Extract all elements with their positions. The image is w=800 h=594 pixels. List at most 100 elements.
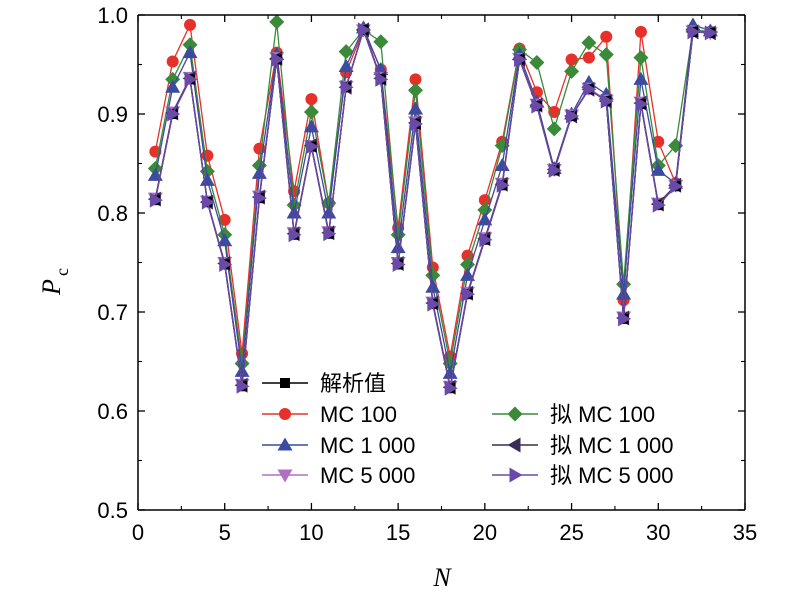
y-axis-title-subscript: c xyxy=(52,268,72,276)
data-point xyxy=(565,53,578,66)
data-point xyxy=(407,101,423,115)
data-point xyxy=(566,108,580,124)
data-point xyxy=(427,296,441,312)
data-point xyxy=(234,363,250,377)
data-point xyxy=(442,365,458,379)
data-point xyxy=(564,63,580,79)
data-point xyxy=(182,45,198,59)
data-point xyxy=(373,61,389,75)
data-point xyxy=(670,178,684,194)
data-point xyxy=(529,55,545,71)
data-point xyxy=(634,25,647,38)
legend-item: 拟 MC 1 000 xyxy=(492,433,674,458)
data-point xyxy=(616,286,632,300)
data-point xyxy=(303,119,319,133)
data-point xyxy=(390,240,406,254)
legend-label: MC 5 000 xyxy=(320,463,415,488)
x-tick-label: 5 xyxy=(219,520,231,545)
data-point xyxy=(149,192,163,208)
legend-label: 拟 MC 100 xyxy=(550,402,655,427)
data-point xyxy=(373,34,389,50)
data-point xyxy=(496,177,510,193)
y-tick-label: 0.6 xyxy=(97,399,128,424)
data-point xyxy=(217,233,233,247)
data-point xyxy=(514,52,528,68)
data-point xyxy=(531,98,545,114)
data-point xyxy=(548,162,562,178)
data-point xyxy=(444,380,458,396)
data-point xyxy=(165,79,181,93)
legend-label: MC 100 xyxy=(320,402,397,427)
legend-marker xyxy=(280,378,290,388)
x-tick-label: 0 xyxy=(132,520,144,545)
axes: 0 5 10 15 20 25 30 35 0.5 0.6 0.7 0.8 0.9 1.0 xyxy=(97,3,757,545)
data-point xyxy=(618,311,632,327)
data-point xyxy=(598,47,614,63)
data-point xyxy=(167,106,181,122)
y-tick-label: 0.8 xyxy=(97,201,128,226)
legend: 解析值 MC 100 MC 1 000 MC 5 000 拟 MC 100 拟 MC 1 … xyxy=(262,371,674,488)
data-point xyxy=(494,157,510,171)
data-point xyxy=(652,197,666,213)
data-point xyxy=(269,14,285,30)
legend-label: MC 1 000 xyxy=(320,433,415,458)
data-point xyxy=(338,58,354,72)
data-point xyxy=(184,71,198,87)
data-point xyxy=(305,93,318,106)
data-point xyxy=(581,35,597,51)
data-point xyxy=(407,82,423,98)
x-tick-label: 15 xyxy=(386,520,410,545)
data-point xyxy=(633,71,649,85)
data-point xyxy=(425,279,441,293)
y-tick-label: 1.0 xyxy=(97,3,128,28)
data-point xyxy=(236,378,250,394)
legend-item: 拟 MC 5 000 xyxy=(492,463,674,488)
x-tick-label: 35 xyxy=(733,520,757,545)
data-point xyxy=(635,96,649,112)
data-point xyxy=(201,194,215,210)
legend-item: MC 5 000 xyxy=(262,463,415,488)
y-tick-label: 0.5 xyxy=(97,498,128,523)
data-point xyxy=(184,18,197,31)
data-point xyxy=(650,162,666,176)
data-point xyxy=(462,286,476,302)
legend-item: 拟 MC 100 xyxy=(492,402,655,427)
legend-marker xyxy=(509,467,523,483)
series-6 xyxy=(149,22,718,396)
data-point xyxy=(687,24,701,40)
legend-label: 拟 MC 1 000 xyxy=(550,433,674,458)
x-tick-label: 10 xyxy=(299,520,323,545)
x-tick-label: 20 xyxy=(473,520,497,545)
data-point xyxy=(460,256,476,272)
data-point xyxy=(253,190,267,206)
data-point xyxy=(583,81,597,97)
data-point xyxy=(616,276,632,292)
data-point xyxy=(357,22,371,38)
plot-area xyxy=(147,14,718,396)
data-point xyxy=(165,71,181,87)
x-tick-label: 25 xyxy=(559,520,583,545)
data-point xyxy=(305,139,319,155)
y-tick-label: 0.7 xyxy=(97,300,128,325)
legend-marker xyxy=(277,469,293,483)
y-tick-label: 0.9 xyxy=(97,102,128,127)
data-point xyxy=(288,227,302,243)
x-tick-label: 30 xyxy=(646,520,670,545)
data-point xyxy=(182,37,198,53)
legend-label: 解析值 xyxy=(320,371,386,396)
data-point xyxy=(479,232,493,248)
data-point xyxy=(338,44,354,60)
data-point xyxy=(409,116,423,132)
data-point xyxy=(340,79,354,95)
data-point xyxy=(303,104,319,120)
legend-item: 解析值 xyxy=(262,371,386,396)
data-point xyxy=(251,165,267,179)
data-point xyxy=(546,121,562,137)
y-axis-title: P xyxy=(37,279,66,296)
data-point xyxy=(600,93,614,109)
data-point xyxy=(199,172,215,186)
data-point xyxy=(323,226,337,242)
legend-marker xyxy=(507,437,521,453)
data-point xyxy=(582,51,595,64)
legend-marker xyxy=(279,408,291,420)
